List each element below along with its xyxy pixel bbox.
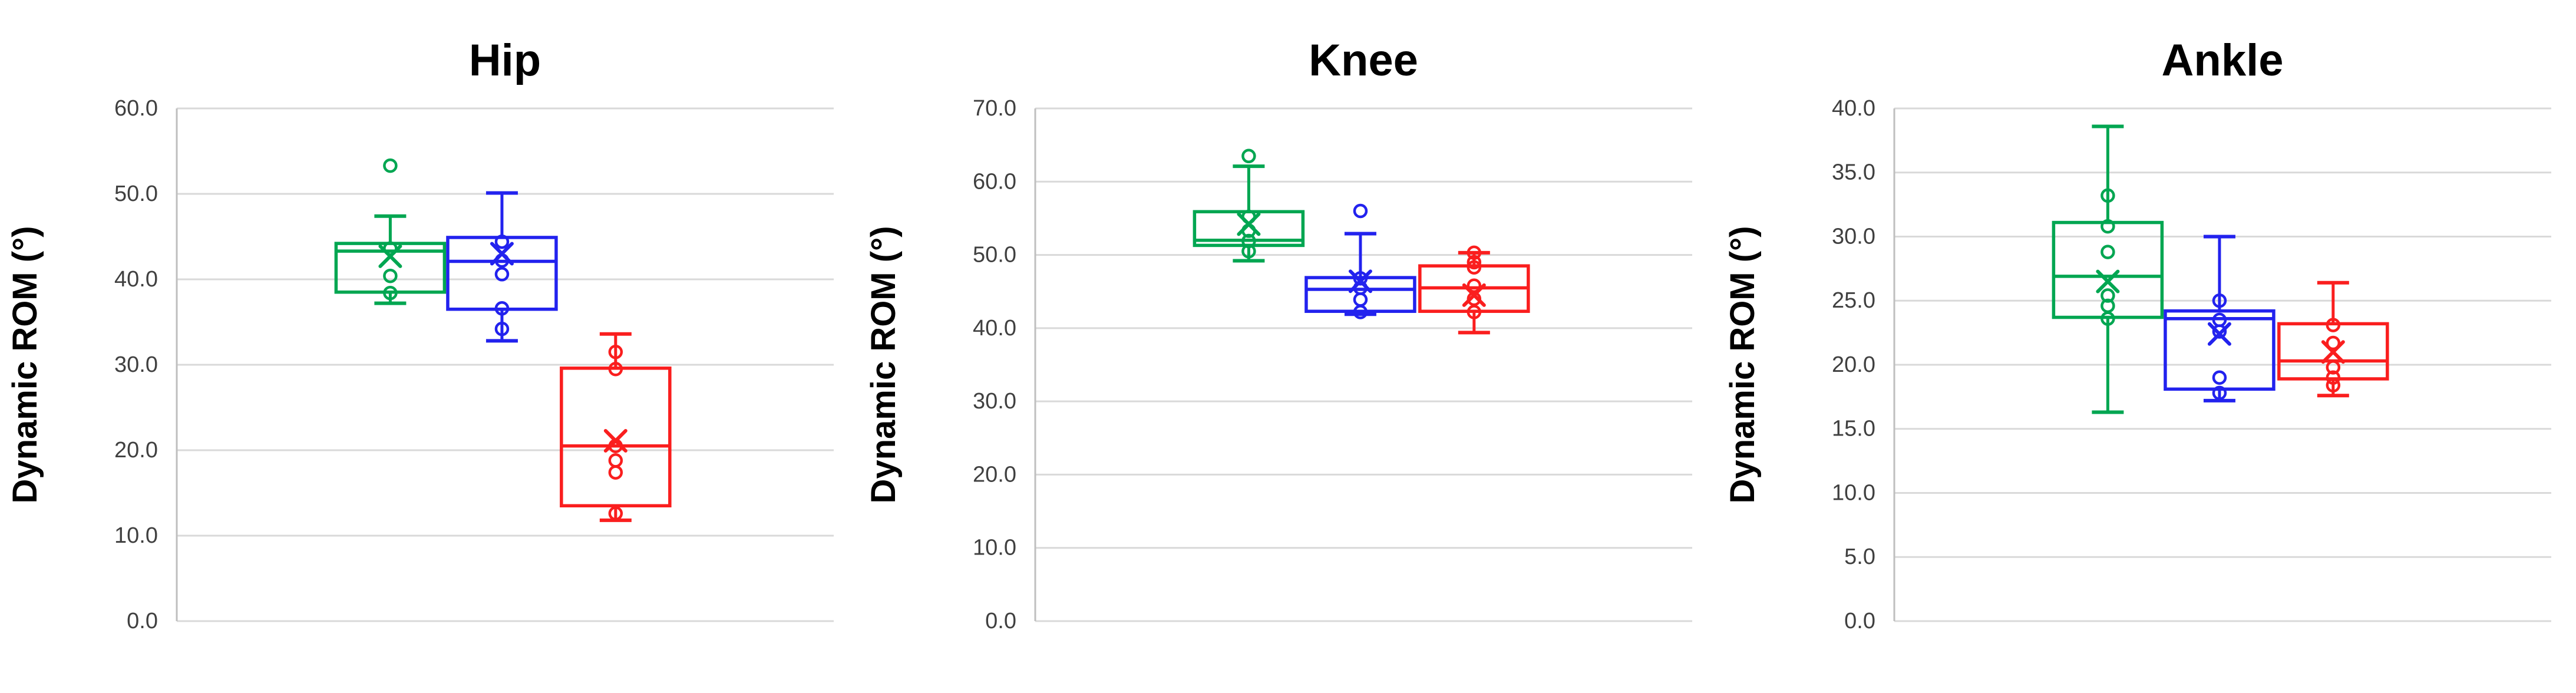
- y-tick-label: 30.0: [1832, 225, 1875, 249]
- data-point: [1241, 244, 1256, 259]
- data-point: [1353, 305, 1368, 319]
- data-point: [2212, 324, 2227, 339]
- y-tick-label: 70.0: [973, 96, 1016, 121]
- data-point: [608, 506, 623, 521]
- data-point: [494, 267, 510, 282]
- y-tick-label: 10.0: [973, 536, 1016, 560]
- y-tick-label: 40.0: [1832, 96, 1875, 121]
- data-point: [2212, 385, 2227, 401]
- chart-knee: Knee Dynamic ROM (°) 0.0 10.0 20.0 30.0 40.0…: [865, 35, 1693, 633]
- chart-title-knee: Knee: [1309, 35, 1418, 85]
- y-tick-label: 20.0: [973, 462, 1016, 487]
- mean-x-marker: [378, 244, 402, 268]
- y-tick-label: 15.0: [1832, 417, 1875, 441]
- iqr-box: [446, 236, 558, 311]
- data-point: [383, 268, 398, 283]
- y-tick-label: 60.0: [973, 169, 1016, 194]
- data-point: [1467, 305, 1482, 319]
- y-tick-label: 50.0: [973, 243, 1016, 268]
- data-point: [383, 285, 398, 301]
- data-point: [2326, 318, 2340, 332]
- data-point: [494, 234, 510, 249]
- mean-x-marker: [490, 242, 514, 266]
- data-point: [2326, 378, 2340, 393]
- data-point: [608, 465, 623, 480]
- data-point: [1353, 203, 1368, 219]
- mean-x-marker: [2321, 340, 2345, 364]
- y-tick-label: 40.0: [114, 267, 158, 292]
- data-point: [1467, 245, 1482, 260]
- chart-hip: Hip Dynamic ROM (°) 0.0 10.0 20.0 30.0 40.0 5…: [6, 35, 834, 633]
- y-tick-label: 25.0: [1832, 288, 1875, 313]
- data-point: [1467, 278, 1482, 293]
- data-point: [2100, 188, 2115, 203]
- data-point: [383, 158, 398, 173]
- mean-x-marker: [1349, 269, 1373, 293]
- y-tick-label: 60.0: [114, 96, 158, 121]
- y-tick-label: 30.0: [973, 389, 1016, 414]
- data-point: [2100, 288, 2115, 303]
- plot-area-hip: 0.0 10.0 20.0 30.0 40.0 50.0 60.0: [114, 96, 834, 633]
- y-tick-label: 50.0: [114, 182, 158, 206]
- plot-area-knee: 0.0 10.0 20.0 30.0 40.0 50.0 60.0 70.0: [973, 96, 1693, 633]
- data-point: [2212, 370, 2227, 385]
- data-point: [2326, 370, 2340, 385]
- data-point: [1241, 148, 1256, 164]
- box-series-green: [2052, 124, 2164, 414]
- box-series-blue: [2163, 235, 2276, 402]
- box-series-green: [1193, 148, 1305, 263]
- chart-title-hip: Hip: [469, 35, 541, 85]
- data-point: [2100, 245, 2115, 259]
- y-tick-label: 30.0: [114, 352, 158, 377]
- data-point: [2100, 311, 2115, 326]
- box-series-blue: [1304, 203, 1417, 319]
- data-point: [608, 345, 623, 359]
- data-point: [608, 361, 623, 377]
- y-tick-label: 20.0: [1832, 352, 1875, 377]
- y-axis-label-hip: Dynamic ROM (°): [6, 226, 44, 503]
- iqr-box: [560, 367, 672, 507]
- y-tick-label: 5.0: [1844, 544, 1875, 569]
- chart-title-ankle: Ankle: [2161, 35, 2283, 85]
- mean-x-marker: [2096, 269, 2120, 293]
- mean-x-marker: [603, 429, 628, 453]
- box-series-red: [2277, 280, 2389, 398]
- box-series-blue: [446, 191, 558, 343]
- iqr-box: [2163, 309, 2276, 391]
- chart-ankle: Ankle Dynamic ROM (°) 0.0 5.0 10.0 15.0 20.0…: [1724, 35, 2551, 633]
- data-point: [2212, 293, 2227, 308]
- data-point: [1353, 271, 1368, 286]
- y-tick-label: 35.0: [1832, 160, 1875, 185]
- data-point: [2326, 360, 2340, 375]
- box-series-red: [1418, 245, 1530, 335]
- mean-x-marker: [2207, 322, 2231, 346]
- iqr-box: [1304, 276, 1417, 314]
- data-point: [1467, 255, 1482, 270]
- y-tick-label: 20.0: [114, 438, 158, 463]
- data-point: [2326, 335, 2340, 351]
- plot-area-ankle: 0.0 5.0 10.0 15.0 20.0 25.0 30.0 35.0 40.0: [1832, 96, 2551, 633]
- box-series-green: [334, 158, 447, 305]
- y-axis-label-knee: Dynamic ROM (°): [865, 226, 903, 503]
- y-tick-label: 0.0: [1844, 609, 1875, 633]
- data-point: [1241, 233, 1256, 249]
- data-point: [494, 321, 510, 336]
- data-point: [1467, 260, 1482, 275]
- y-axis-label-ankle: Dynamic ROM (°): [1724, 226, 1762, 503]
- y-tick-label: 10.0: [114, 523, 158, 548]
- data-point: [494, 301, 510, 316]
- box-series-red: [560, 332, 672, 522]
- y-tick-label: 0.0: [986, 609, 1017, 633]
- mean-x-marker: [1237, 212, 1261, 236]
- y-tick-label: 0.0: [127, 609, 158, 633]
- y-tick-label: 10.0: [1832, 480, 1875, 505]
- y-tick-label: 40.0: [973, 316, 1016, 341]
- mean-x-marker: [1462, 283, 1487, 307]
- data-point: [2100, 219, 2115, 234]
- iqr-box: [2052, 220, 2164, 319]
